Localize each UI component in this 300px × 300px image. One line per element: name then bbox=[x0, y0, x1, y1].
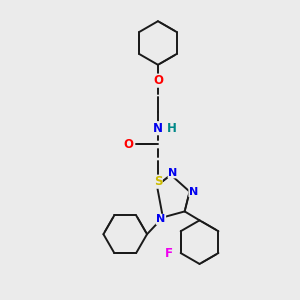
Text: S: S bbox=[154, 175, 162, 188]
Text: O: O bbox=[153, 74, 163, 87]
Text: O: O bbox=[123, 138, 133, 151]
Text: N: N bbox=[189, 187, 198, 196]
Text: H: H bbox=[167, 122, 177, 135]
Text: F: F bbox=[165, 247, 173, 260]
Text: N: N bbox=[153, 122, 163, 135]
Text: N: N bbox=[168, 168, 177, 178]
Text: N: N bbox=[156, 214, 166, 224]
